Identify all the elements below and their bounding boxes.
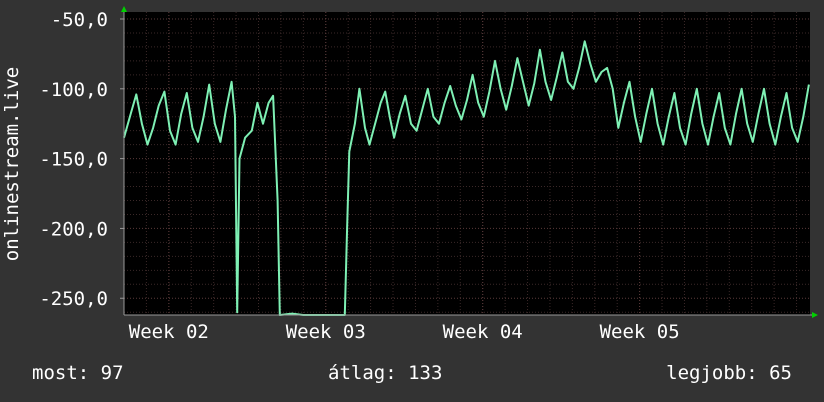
x-axis-arrow-icon (812, 312, 818, 318)
x-axis: Week 02 Week 03 Week 04 Week 05 (129, 321, 680, 343)
y-axis-label: onlinestream.live (1, 67, 23, 261)
y-tick-label: -250,0 (39, 288, 108, 310)
stat-best: legjobb: 65 (666, 362, 792, 384)
stat-average: átlag: 133 (328, 362, 443, 384)
x-tick-label: Week 04 (443, 321, 523, 343)
x-tick-label: Week 02 (129, 321, 209, 343)
series-line (123, 40, 810, 316)
x-tick-label: Week 03 (286, 321, 366, 343)
y-tick-label: -100,0 (39, 79, 108, 101)
y-axis-arrow-icon (121, 6, 127, 12)
x-tick-label: Week 05 (600, 321, 680, 343)
y-tick-label: -200,0 (39, 218, 108, 240)
y-tick-label: -150,0 (39, 149, 108, 171)
stat-current: most: 97 (32, 362, 124, 384)
y-axis: -50,0 -100,0 -150,0 -200,0 -250,0 (39, 9, 124, 310)
y-tick-label: -50,0 (51, 9, 108, 31)
